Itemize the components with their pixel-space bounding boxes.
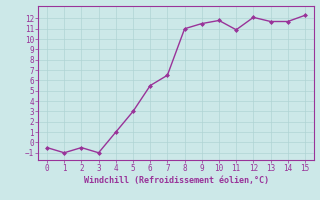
X-axis label: Windchill (Refroidissement éolien,°C): Windchill (Refroidissement éolien,°C) bbox=[84, 176, 268, 185]
